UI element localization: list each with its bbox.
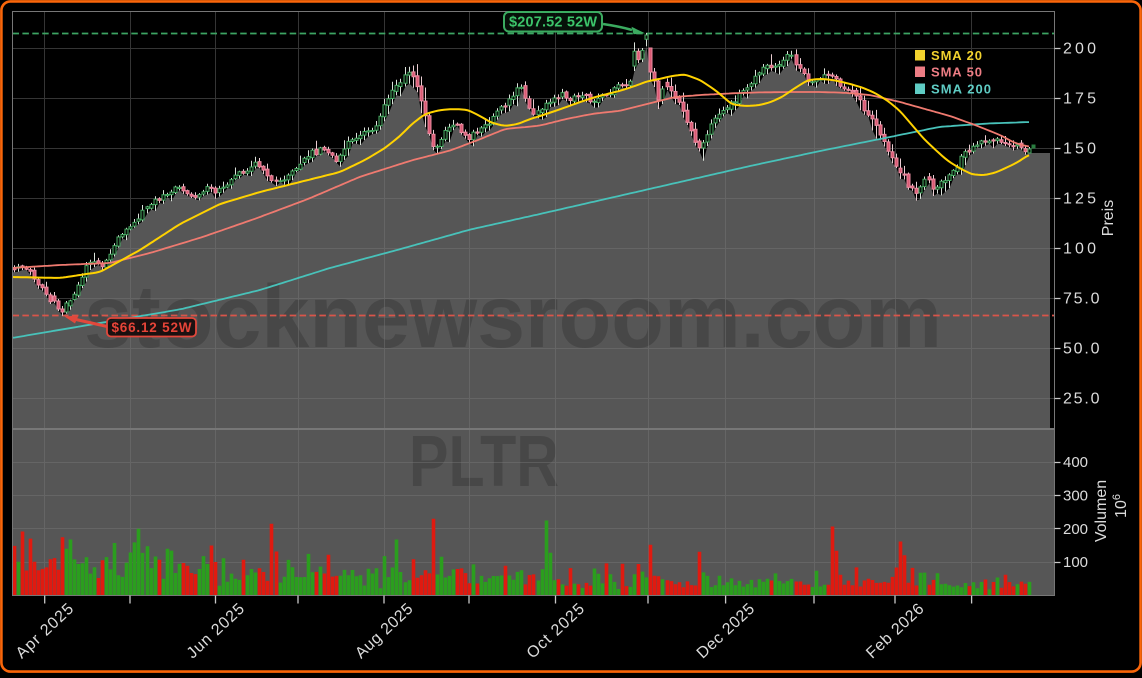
svg-text:200: 200 (1063, 41, 1096, 58)
svg-text:SMA 200: SMA 200 (931, 82, 991, 97)
svg-text:400: 400 (1063, 454, 1088, 471)
svg-text:Preis: Preis (1100, 200, 1117, 236)
svg-text:$207.52 52W: $207.52 52W (509, 15, 597, 31)
svg-text:PLTR: PLTR (409, 422, 559, 502)
svg-text:150: 150 (1063, 141, 1096, 158)
svg-text:175: 175 (1063, 91, 1096, 108)
svg-text:Volumen: Volumen (1093, 480, 1110, 542)
svg-text:50.0: 50.0 (1063, 341, 1100, 358)
svg-text:$66.12 52W: $66.12 52W (112, 320, 192, 335)
svg-text:100: 100 (1063, 554, 1088, 571)
svg-text:75.0: 75.0 (1063, 291, 1100, 308)
svg-text:200: 200 (1063, 521, 1088, 538)
svg-text:300: 300 (1063, 488, 1088, 505)
svg-text:SMA 20: SMA 20 (931, 48, 982, 63)
svg-text:100: 100 (1063, 241, 1096, 258)
svg-text:125: 125 (1063, 191, 1096, 208)
svg-text:25.0: 25.0 (1063, 391, 1100, 408)
svg-text:SMA 50: SMA 50 (931, 65, 982, 80)
